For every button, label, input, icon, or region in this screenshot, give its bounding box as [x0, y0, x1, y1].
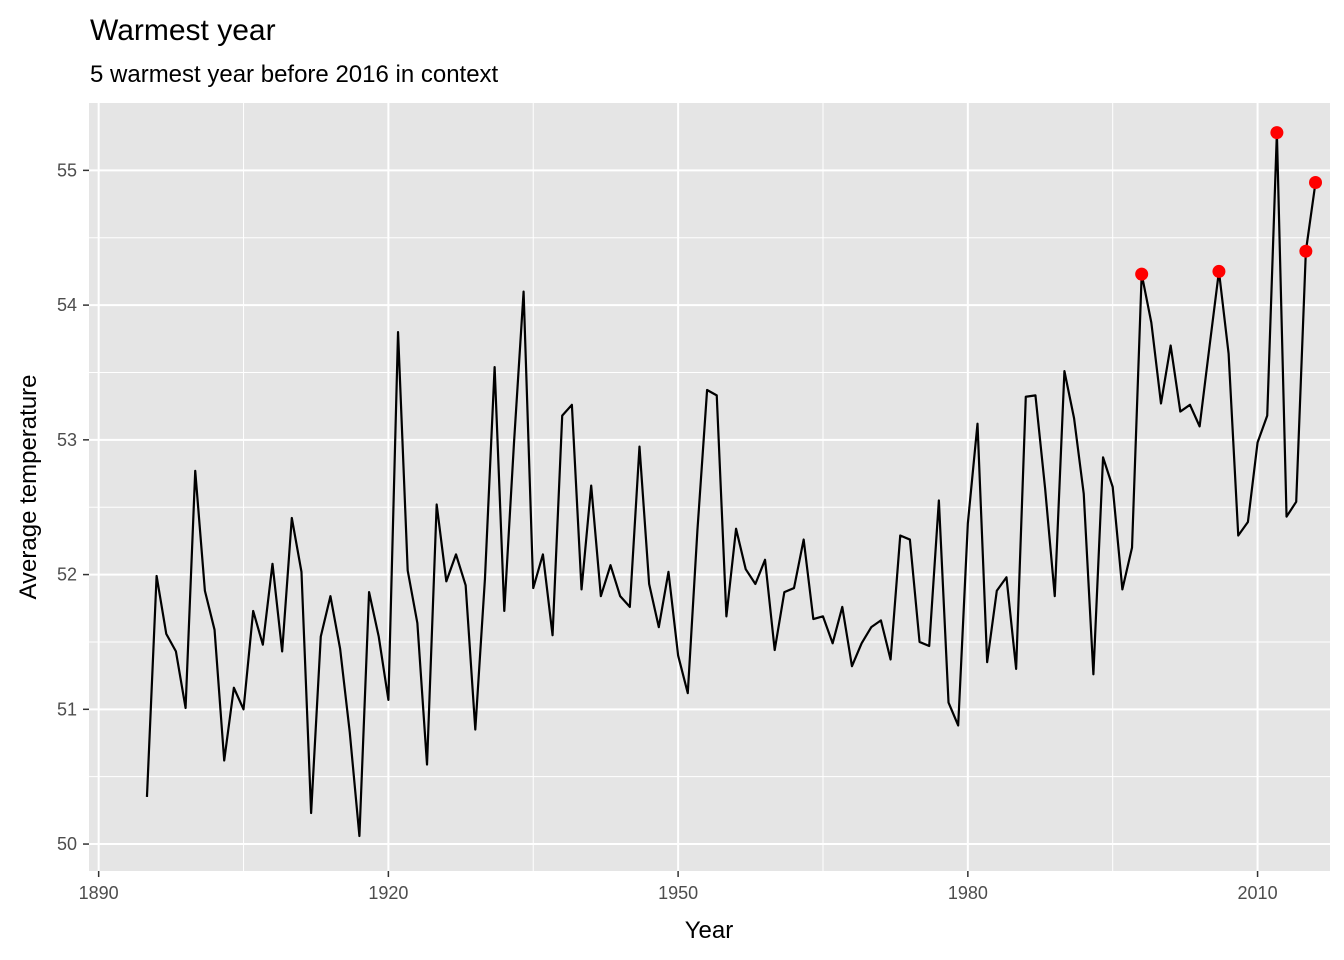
warmest-year-point — [1135, 267, 1149, 281]
warmest-year-point — [1212, 264, 1226, 278]
major-gridlines — [89, 103, 1330, 871]
x-tick-label: 1890 — [79, 883, 119, 903]
warmest-year-point — [1270, 126, 1284, 140]
x-tick-label: 1980 — [948, 883, 988, 903]
x-axis: 1890 1920 1950 1980 2010 — [79, 871, 1278, 903]
plot-panel — [89, 103, 1330, 871]
x-tick-label: 2010 — [1238, 883, 1278, 903]
chart-subtitle: 5 warmest year before 2016 in context — [90, 61, 499, 88]
series-layer — [145, 131, 1317, 838]
y-tick-label: 53 — [57, 430, 77, 450]
y-axis-title: Average temperature — [15, 374, 42, 599]
warmest-year-point — [1299, 244, 1313, 258]
y-axis: 50 51 52 53 54 55 — [57, 160, 89, 854]
temperature-line — [145, 131, 1317, 838]
warmest-year-point — [1309, 175, 1323, 189]
y-tick-label: 54 — [57, 295, 77, 315]
y-tick-label: 55 — [57, 160, 77, 180]
x-axis-title: Year — [685, 917, 734, 944]
highlight-points-layer — [1135, 126, 1323, 281]
chart-title: Warmest year — [90, 14, 276, 47]
minor-gridlines — [89, 103, 1330, 871]
y-tick-label: 51 — [57, 699, 77, 719]
x-tick-label: 1950 — [658, 883, 698, 903]
x-tick-label: 1920 — [368, 883, 408, 903]
y-tick-label: 52 — [57, 565, 77, 585]
y-tick-label: 50 — [57, 834, 77, 854]
